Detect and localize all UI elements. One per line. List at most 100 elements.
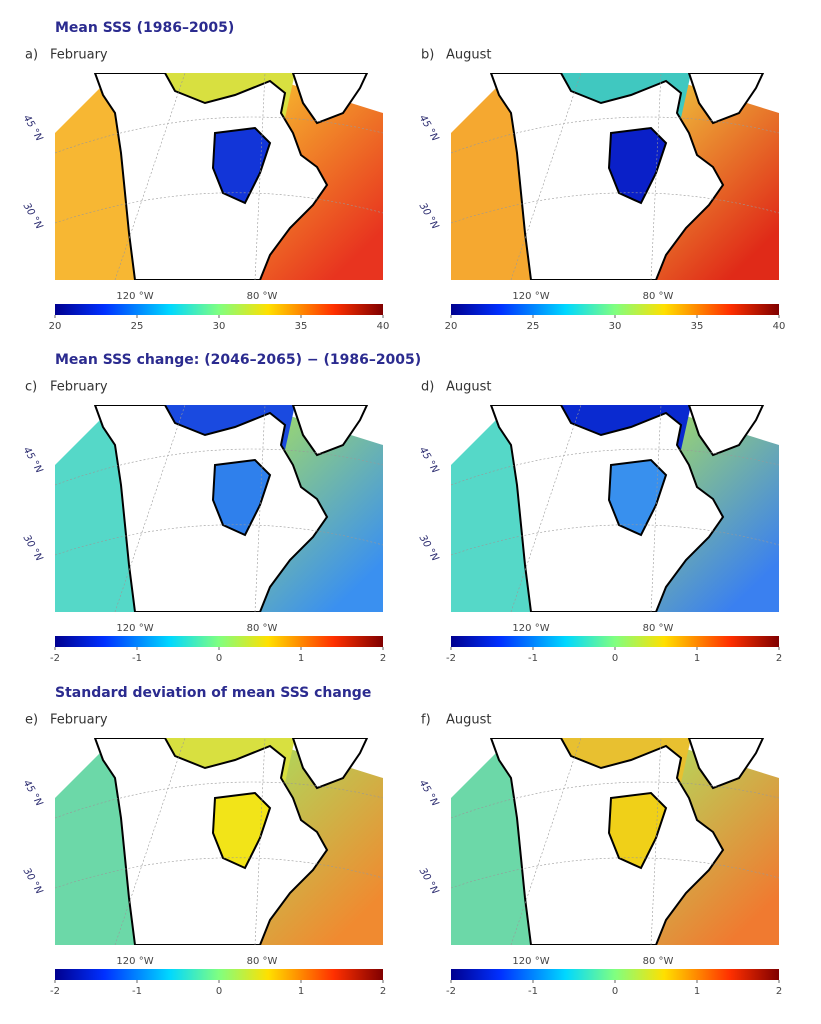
panel-month: February	[50, 380, 108, 395]
colorbar-tick-label: 2	[380, 653, 386, 664]
greenland	[687, 73, 765, 125]
lat-label: 45 °N	[21, 113, 45, 144]
lon-label: 120 °W	[116, 291, 153, 302]
panel-label: c)	[25, 380, 37, 395]
colorbar-tick-label: 2	[776, 653, 782, 664]
lon-label: 80 °W	[247, 291, 278, 302]
lon-label: 80 °W	[643, 291, 674, 302]
colorbar-tick-label: 0	[216, 986, 222, 997]
colorbar-tick-label: 0	[612, 986, 618, 997]
lon-label: 80 °W	[247, 623, 278, 634]
panel-label: f)	[421, 713, 431, 728]
lat-label: 30 °N	[417, 201, 441, 232]
colorbar-tick-label: -1	[528, 986, 538, 997]
colorbar-tick-label: -1	[528, 653, 538, 664]
colorbar-tick-label: -1	[132, 986, 142, 997]
land	[489, 738, 725, 945]
lat-label: 45 °N	[21, 445, 45, 476]
hudson-bay	[607, 458, 668, 537]
colorbar-tick-label: 40	[773, 321, 786, 332]
graticule	[55, 405, 383, 612]
hudson-bay	[607, 791, 668, 870]
colorbar-tick-label: -1	[132, 653, 142, 664]
section-title: Mean SSS change: (2046–2065) − (1986–200…	[55, 352, 421, 368]
map	[451, 73, 779, 280]
panel-month: August	[446, 380, 492, 395]
lon-label: 120 °W	[512, 291, 549, 302]
colorbar-tick-label: 2	[380, 986, 386, 997]
colorbar-tick-label: 0	[612, 653, 618, 664]
lat-label: 45 °N	[417, 113, 441, 144]
map	[55, 738, 383, 945]
colorbar-tick-label: 20	[49, 321, 62, 332]
colorbar-tick-label: 40	[377, 321, 390, 332]
colorbar-tick-label: 30	[609, 321, 622, 332]
hudson-bay	[211, 458, 272, 537]
map	[451, 405, 779, 612]
colorbar	[451, 636, 779, 647]
colorbar-tick-label: 1	[694, 986, 700, 997]
colorbar	[55, 636, 383, 647]
graticule	[451, 73, 779, 280]
colorbar-tick-label: 25	[527, 321, 540, 332]
hudson-bay	[607, 126, 668, 205]
panel-month: August	[446, 48, 492, 63]
land	[93, 73, 329, 280]
land	[93, 405, 329, 612]
colorbar-tick-label: 35	[691, 321, 704, 332]
hudson-bay	[211, 126, 272, 205]
lon-label: 120 °W	[512, 623, 549, 634]
colorbar	[55, 969, 383, 980]
lat-label: 45 °N	[417, 778, 441, 809]
map	[55, 405, 383, 612]
panel-label: a)	[25, 48, 38, 63]
lon-label: 120 °W	[512, 956, 549, 967]
greenland	[291, 405, 369, 457]
colorbar-tick-label: -2	[50, 653, 60, 664]
section-title: Standard deviation of mean SSS change	[55, 685, 371, 701]
panel-month: February	[50, 713, 108, 728]
lat-label: 30 °N	[21, 201, 45, 232]
colorbar-tick-label: 1	[298, 653, 304, 664]
lon-label: 120 °W	[116, 623, 153, 634]
colorbar-tick-label: 30	[213, 321, 226, 332]
lat-label: 30 °N	[21, 533, 45, 564]
colorbar	[451, 969, 779, 980]
lon-label: 120 °W	[116, 956, 153, 967]
section-title: Mean SSS (1986–2005)	[55, 20, 234, 36]
colorbar-tick-label: 0	[216, 653, 222, 664]
colorbar-tick-label: 35	[295, 321, 308, 332]
panel-month: February	[50, 48, 108, 63]
lat-label: 30 °N	[21, 866, 45, 897]
lat-label: 45 °N	[417, 445, 441, 476]
colorbar-tick-label: -2	[446, 653, 456, 664]
map	[55, 73, 383, 280]
greenland	[687, 738, 765, 790]
greenland	[291, 738, 369, 790]
panel-month: August	[446, 713, 492, 728]
colorbar-tick-label: -2	[446, 986, 456, 997]
lat-label: 30 °N	[417, 533, 441, 564]
panel-label: e)	[25, 713, 38, 728]
graticule	[451, 738, 779, 945]
graticule	[55, 738, 383, 945]
graticule	[55, 73, 383, 280]
map	[451, 738, 779, 945]
land	[489, 73, 725, 280]
land	[489, 405, 725, 612]
colorbar	[451, 304, 779, 315]
land	[93, 738, 329, 945]
panel-label: d)	[421, 380, 434, 395]
lon-label: 80 °W	[247, 956, 278, 967]
greenland	[687, 405, 765, 457]
colorbar-tick-label: 1	[298, 986, 304, 997]
colorbar	[55, 304, 383, 315]
colorbar-tick-label: 20	[445, 321, 458, 332]
colorbar-tick-label: 25	[131, 321, 144, 332]
lon-label: 80 °W	[643, 623, 674, 634]
lat-label: 30 °N	[417, 866, 441, 897]
hudson-bay	[211, 791, 272, 870]
greenland	[291, 73, 369, 125]
graticule	[451, 405, 779, 612]
